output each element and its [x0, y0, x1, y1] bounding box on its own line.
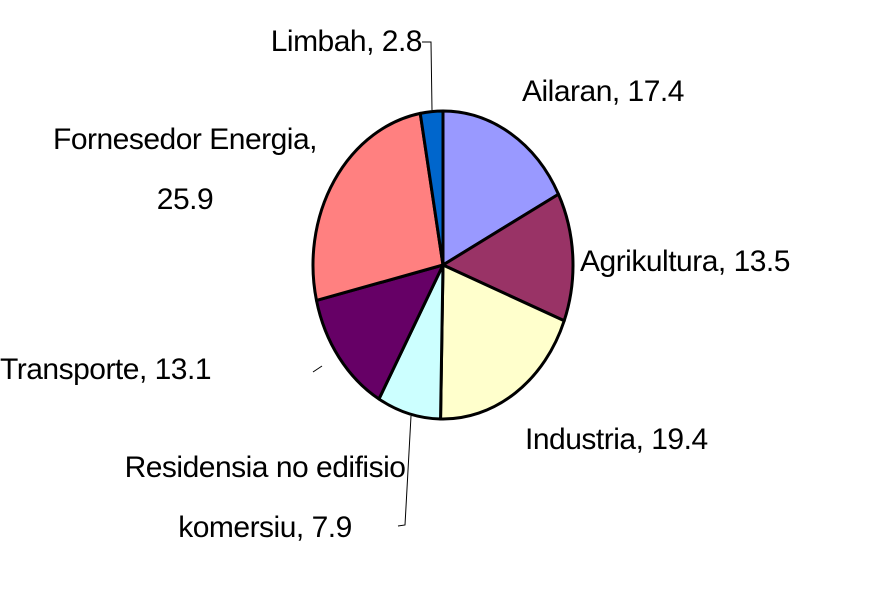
leader-line	[397, 415, 412, 527]
pie-slice	[311, 111, 445, 302]
leader-line	[422, 41, 433, 111]
pie-slice	[441, 109, 560, 267]
data-label: Transporte, 13.1	[0, 353, 212, 386]
data-label: Industria, 19.4	[525, 423, 708, 456]
pie-slice	[418, 109, 445, 267]
data-label: Fornesedor Energia, 25.9	[53, 123, 318, 216]
pie-slice	[441, 192, 575, 323]
pie-slice	[439, 263, 566, 421]
leader-lines	[312, 41, 433, 527]
pie-slice	[314, 263, 445, 401]
data-label: Limbah, 2.8	[270, 25, 423, 58]
leader-line	[312, 365, 323, 373]
data-label: Residensia no edifisio komersiu, 7.9	[124, 451, 406, 544]
data-label: Ailaran, 17.4	[522, 75, 684, 108]
data-label: Agrikultura, 13.5	[580, 245, 790, 278]
